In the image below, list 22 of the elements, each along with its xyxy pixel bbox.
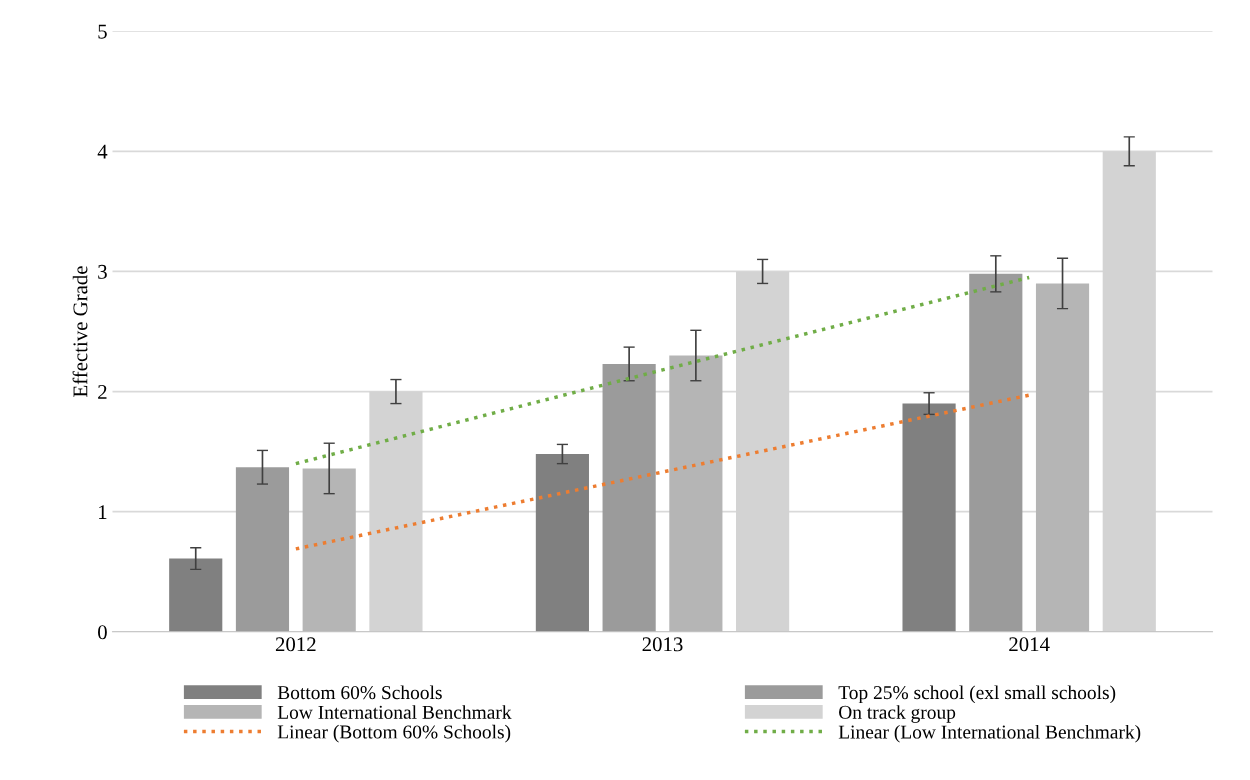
bar — [235, 467, 290, 632]
bar — [169, 558, 223, 632]
y-tick-label: 1 — [99, 505, 107, 519]
x-tick-label: 2013 — [642, 637, 683, 652]
bar — [602, 363, 656, 632]
x-tick-label: 2014 — [1009, 637, 1050, 652]
bar — [902, 403, 956, 632]
legend-label: Linear (Low International Benchmark) — [838, 724, 1141, 743]
y-tick-label: 3 — [98, 264, 107, 279]
bar — [535, 454, 589, 632]
legend-label: Linear (Bottom 60% Schools) — [277, 724, 511, 743]
y-tick-label: 5 — [98, 24, 107, 39]
x-tick-label: 2012 — [275, 637, 316, 652]
y-axis-title: Effective Grade — [72, 266, 88, 397]
legend-label: Bottom 60% Schools — [277, 685, 442, 700]
bar — [969, 273, 1023, 632]
legend-label: On track group — [839, 705, 956, 723]
y-tick-label: 2 — [98, 384, 107, 399]
legend-label: Top 25% school (exl small schools) — [838, 685, 1116, 704]
y-tick-label: 4 — [97, 144, 108, 159]
legend-label: Low International Benchmark — [277, 705, 512, 719]
y-tick-label: 0 — [98, 625, 107, 640]
